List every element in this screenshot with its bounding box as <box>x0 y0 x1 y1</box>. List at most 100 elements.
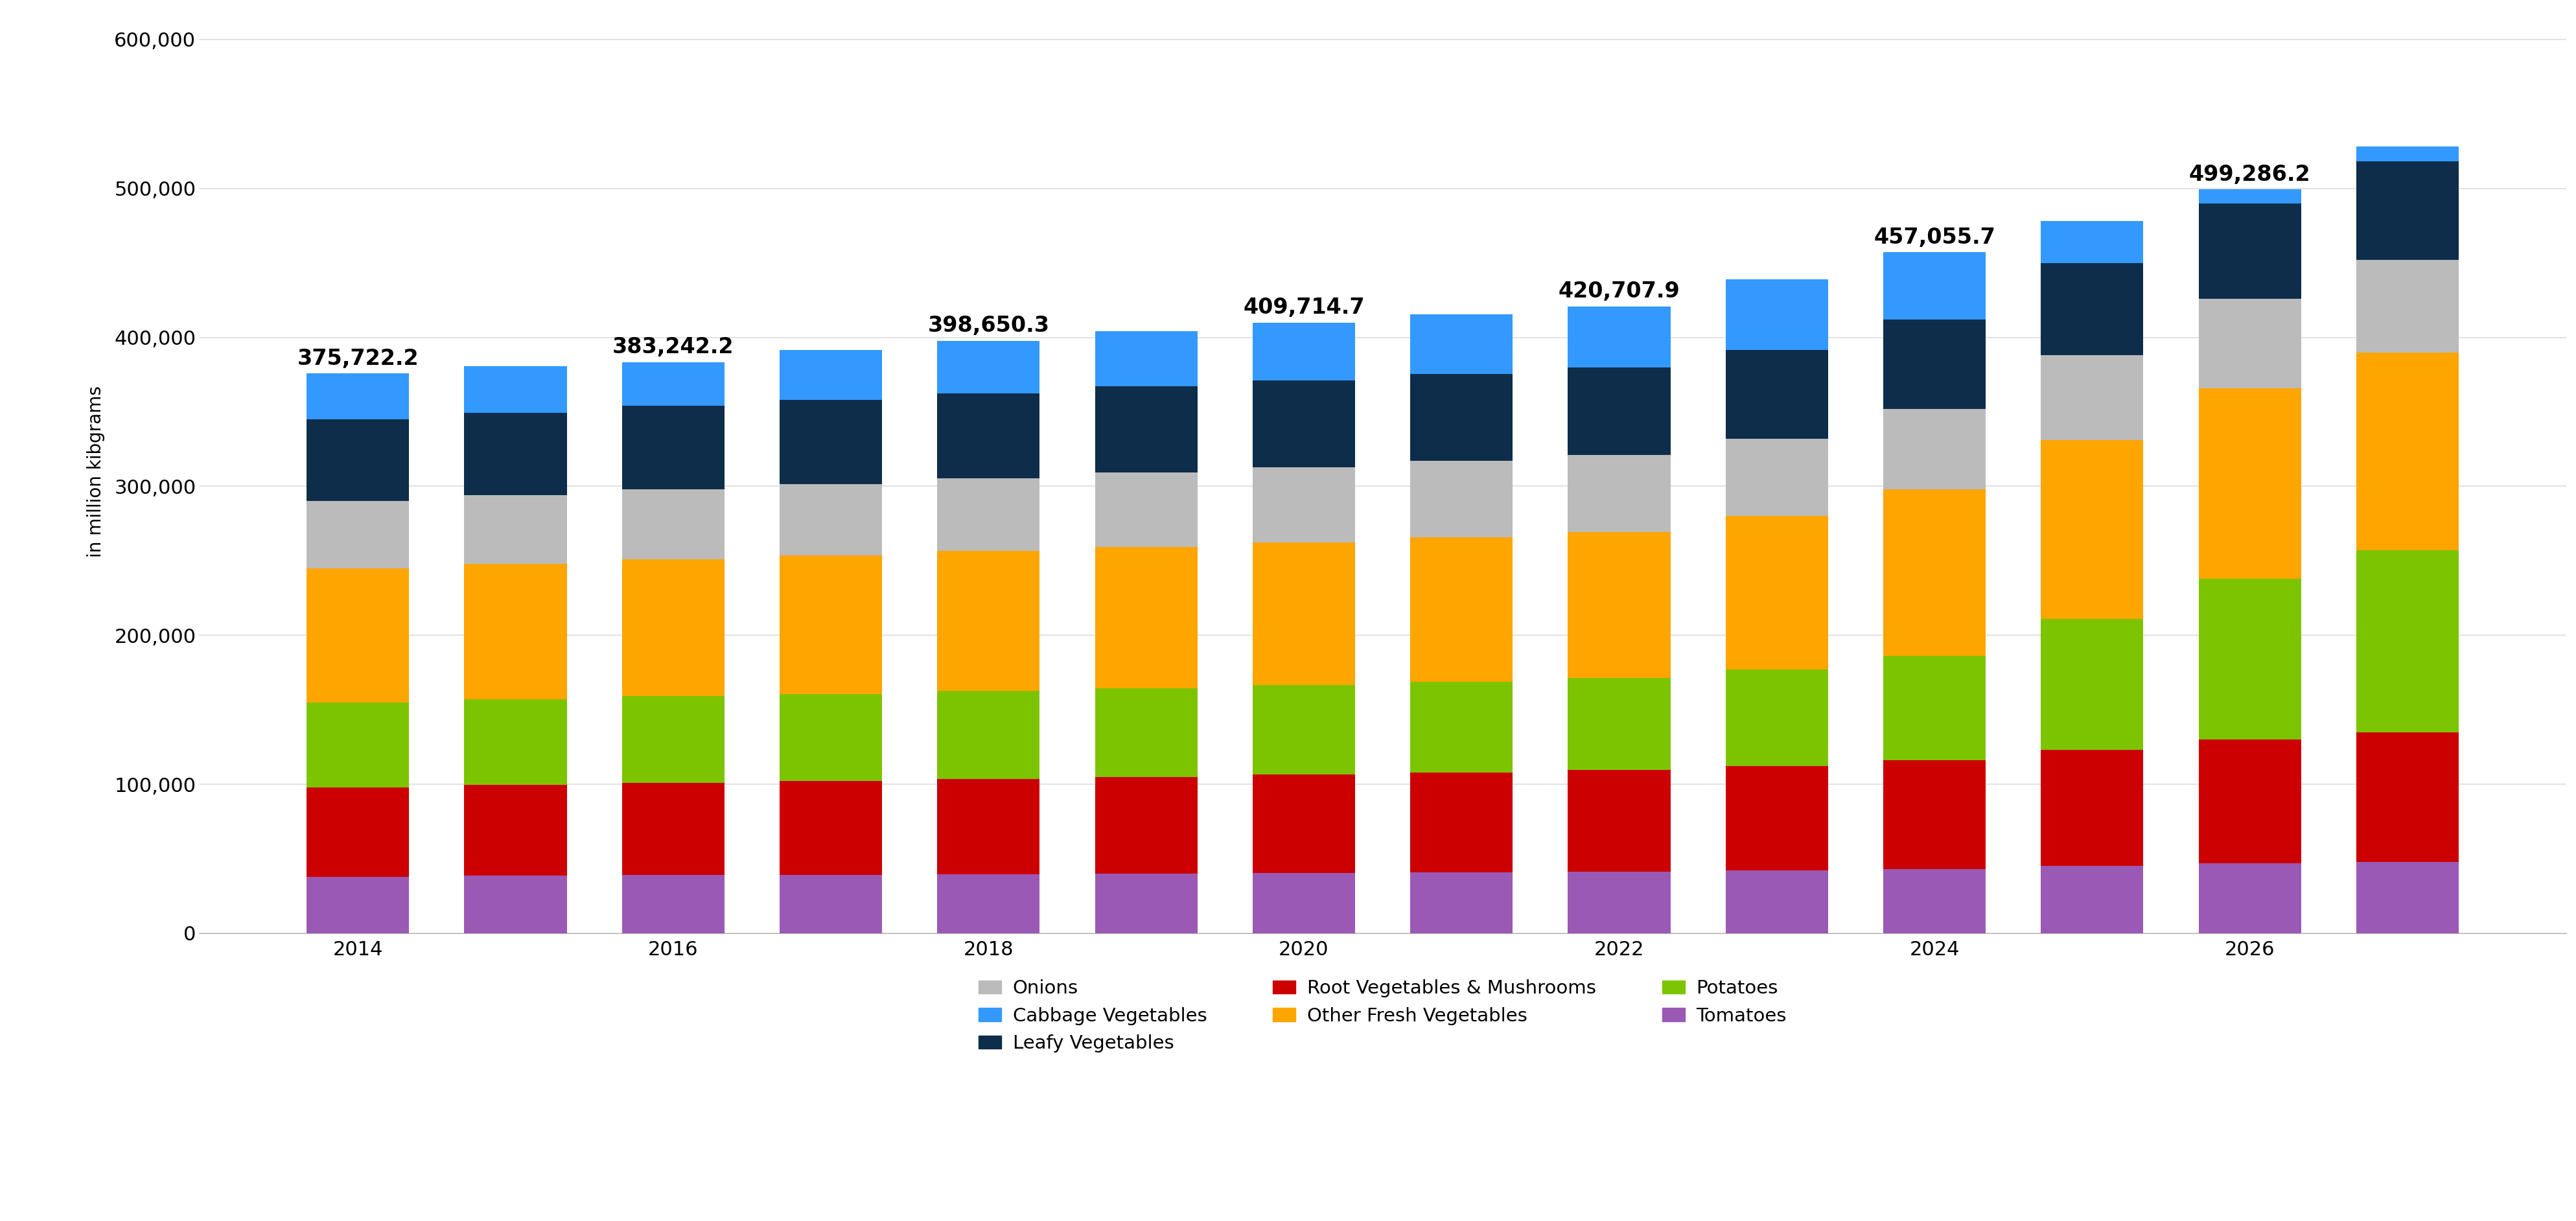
Bar <box>1883 869 1986 933</box>
Bar <box>781 350 881 399</box>
Bar <box>464 413 567 496</box>
Bar <box>938 779 1041 874</box>
Bar <box>464 875 567 933</box>
Bar <box>2197 204 2300 299</box>
Bar <box>464 785 567 875</box>
Bar <box>2357 353 2458 551</box>
Bar <box>2197 299 2300 388</box>
Bar <box>1569 532 1669 678</box>
Bar <box>2357 733 2458 862</box>
Bar <box>621 783 724 875</box>
Bar <box>1726 871 1829 933</box>
Bar <box>621 559 724 696</box>
Bar <box>1726 350 1829 438</box>
Bar <box>464 496 567 564</box>
Bar <box>307 502 410 568</box>
Bar <box>1252 685 1355 774</box>
Bar <box>621 405 724 490</box>
Bar <box>307 374 410 419</box>
Bar <box>938 393 1041 479</box>
Bar <box>1252 873 1355 933</box>
Bar <box>938 691 1041 779</box>
Bar <box>2040 866 2143 933</box>
Bar <box>1409 537 1512 681</box>
Legend: Onions, Cabbage Vegetables, Leafy Vegetables, Root Vegetables & Mushrooms, Other: Onions, Cabbage Vegetables, Leafy Vegeta… <box>969 969 1795 1062</box>
Bar <box>464 564 567 700</box>
Bar <box>781 399 881 484</box>
Bar <box>1883 253 1986 320</box>
Bar <box>938 874 1041 933</box>
Text: 409,714.7: 409,714.7 <box>1244 297 1365 319</box>
Bar <box>1095 547 1198 689</box>
Text: 499,286.2: 499,286.2 <box>2190 164 2311 186</box>
Bar <box>2040 750 2143 866</box>
Bar <box>2197 388 2300 579</box>
Text: 398,650.3: 398,650.3 <box>927 315 1048 337</box>
Bar <box>1883 409 1986 490</box>
Bar <box>938 341 1041 393</box>
Bar <box>2357 551 2458 733</box>
Bar <box>1252 542 1355 685</box>
Bar <box>1095 473 1198 547</box>
Bar <box>1409 314 1512 374</box>
Bar <box>1252 774 1355 873</box>
Bar <box>307 877 410 933</box>
Bar <box>1409 872 1512 933</box>
Bar <box>2197 863 2300 933</box>
Bar <box>1095 873 1198 933</box>
Bar <box>464 700 567 785</box>
Bar <box>1252 381 1355 466</box>
Bar <box>1569 368 1669 455</box>
Bar <box>1569 455 1669 532</box>
Bar <box>1726 280 1829 350</box>
Bar <box>2357 260 2458 353</box>
Text: 383,242.2: 383,242.2 <box>613 337 734 358</box>
Bar <box>1409 681 1512 773</box>
Bar <box>621 696 724 783</box>
Bar <box>621 490 724 559</box>
Bar <box>1569 770 1669 872</box>
Bar <box>307 788 410 877</box>
Bar <box>1726 516 1829 669</box>
Bar <box>2197 579 2300 740</box>
Bar <box>1726 438 1829 516</box>
Bar <box>781 874 881 933</box>
Bar <box>2040 619 2143 750</box>
Bar <box>464 366 567 413</box>
Bar <box>781 781 881 874</box>
Bar <box>1883 320 1986 409</box>
Bar <box>2040 263 2143 355</box>
Y-axis label: in million kibgrams: in million kibgrams <box>88 386 106 557</box>
Bar <box>2040 441 2143 619</box>
Bar <box>2197 740 2300 863</box>
Bar <box>2040 355 2143 441</box>
Bar <box>781 556 881 694</box>
Bar <box>2197 189 2300 204</box>
Text: 420,707.9: 420,707.9 <box>1558 281 1680 302</box>
Text: 375,722.2: 375,722.2 <box>296 348 420 369</box>
Bar <box>307 702 410 788</box>
Bar <box>1095 331 1198 387</box>
Bar <box>621 363 724 405</box>
Bar <box>621 875 724 933</box>
Bar <box>1252 322 1355 381</box>
Bar <box>938 551 1041 691</box>
Bar <box>307 419 410 502</box>
Bar <box>781 484 881 556</box>
Bar <box>1409 374 1512 462</box>
Bar <box>1569 872 1669 933</box>
Bar <box>1095 387 1198 473</box>
Bar <box>2357 862 2458 933</box>
Bar <box>1883 490 1986 656</box>
Bar <box>1095 777 1198 873</box>
Bar <box>1883 656 1986 761</box>
Bar <box>938 479 1041 551</box>
Bar <box>1569 306 1669 368</box>
Bar <box>2357 147 2458 161</box>
Text: 457,055.7: 457,055.7 <box>1873 227 1996 248</box>
Bar <box>1095 689 1198 777</box>
Bar <box>1883 761 1986 869</box>
Bar <box>1409 462 1512 537</box>
Bar <box>1569 678 1669 770</box>
Bar <box>1726 669 1829 767</box>
